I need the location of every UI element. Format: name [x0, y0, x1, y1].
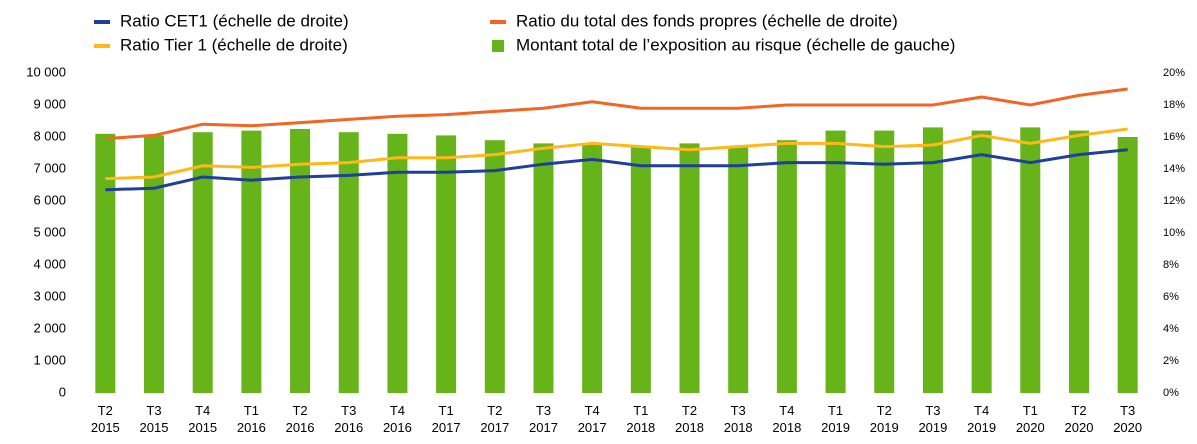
x-tick-label: T1 2016 — [236, 403, 266, 435]
bar — [1020, 127, 1041, 394]
y2-tick-label: 10% — [1163, 227, 1185, 239]
y-tick-label: 7 000 — [33, 160, 66, 175]
y-tick-label: 6 000 — [33, 192, 66, 207]
y2-tick-label: 12% — [1163, 195, 1185, 207]
x-tick-label: T2 2019 — [869, 403, 899, 435]
line-series — [105, 148, 1128, 192]
bar — [95, 133, 116, 394]
y-tick-label: 3 000 — [33, 288, 66, 303]
x-tick-label: T2 2015 — [90, 403, 120, 435]
y-tick-label: 5 000 — [33, 224, 66, 239]
x-tick-label: T1 2019 — [821, 403, 851, 435]
x-tick-label: T2 2016 — [285, 403, 315, 435]
legend-label: Ratio CET1 (échelle de droite) — [120, 11, 349, 30]
x-tick-label: T3 2017 — [529, 403, 558, 435]
bar — [825, 130, 846, 393]
y2-tick-label: 6% — [1163, 291, 1179, 303]
bar — [290, 129, 311, 393]
legend-label: Montant total de l’exposition au risque … — [516, 35, 955, 54]
y2-tick-label: 18% — [1163, 99, 1185, 111]
x-tick-label: T3 2019 — [918, 403, 948, 435]
y2-tick-label: 16% — [1163, 131, 1185, 143]
x-tick-label: T4 2016 — [382, 403, 412, 435]
y2-tick-label: 2% — [1163, 355, 1179, 367]
legend-label: Ratio Tier 1 (échelle de droite) — [120, 35, 348, 54]
x-tick-label: T3 2018 — [723, 403, 753, 435]
x-tick-label: T4 2018 — [772, 403, 802, 435]
x-tick-label: T3 2016 — [334, 403, 364, 435]
bar — [728, 146, 749, 393]
y-tick-label: 9 000 — [33, 96, 66, 111]
line-series — [105, 87, 1128, 141]
bar — [1068, 130, 1089, 393]
x-tick-label: T1 2017 — [431, 403, 461, 435]
x-tick-label: T2 2018 — [675, 403, 704, 435]
y-tick-label: 10 000 — [26, 64, 66, 79]
bar — [144, 135, 165, 393]
y-tick-label: 1 000 — [33, 352, 66, 367]
x-tick-label: T4 2019 — [967, 403, 997, 435]
bar — [874, 130, 895, 393]
x-tick-label: T2 2017 — [480, 403, 510, 435]
bar — [436, 135, 457, 393]
bar — [630, 146, 651, 393]
bar — [387, 133, 408, 394]
y2-tick-label: 4% — [1163, 323, 1179, 335]
bar — [922, 127, 943, 394]
x-tick-label: T3 2015 — [139, 403, 169, 435]
bar — [192, 132, 213, 393]
legend-label: Ratio du total des fonds propres (échell… — [516, 11, 898, 30]
y-tick-label: 8 000 — [33, 128, 66, 143]
bar — [533, 143, 554, 393]
y-tick-label: 2 000 — [33, 320, 66, 335]
y-tick-label: 4 000 — [33, 256, 66, 271]
line-series — [105, 127, 1128, 181]
y2-tick-label: 0% — [1163, 387, 1179, 399]
x-tick-label: T4 2015 — [188, 403, 218, 435]
bar — [484, 140, 505, 393]
bar — [971, 130, 992, 393]
bar — [679, 143, 700, 393]
x-tick-label: T1 2018 — [626, 403, 656, 435]
x-tick-label: T4 2017 — [577, 403, 607, 435]
y2-tick-label: 20% — [1163, 67, 1185, 79]
y-tick-label: 0 — [59, 384, 66, 399]
bar — [1117, 137, 1138, 393]
y2-tick-label: 8% — [1163, 259, 1179, 271]
x-tick-label: T3 2020 — [1113, 403, 1143, 435]
y2-tick-label: 14% — [1163, 163, 1185, 175]
bar — [776, 140, 797, 393]
bar — [582, 143, 603, 393]
bar — [338, 132, 359, 393]
legend-marker — [492, 40, 504, 52]
x-tick-label: T1 2020 — [1015, 403, 1045, 435]
x-tick-label: T2 2020 — [1064, 403, 1094, 435]
bar — [241, 130, 262, 393]
